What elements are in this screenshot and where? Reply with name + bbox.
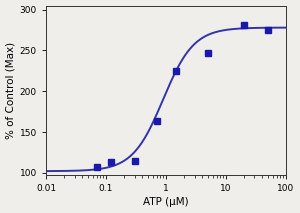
Y-axis label: % of Control (Max): % of Control (Max) xyxy=(6,42,16,139)
X-axis label: ATP (μM): ATP (μM) xyxy=(143,197,189,207)
